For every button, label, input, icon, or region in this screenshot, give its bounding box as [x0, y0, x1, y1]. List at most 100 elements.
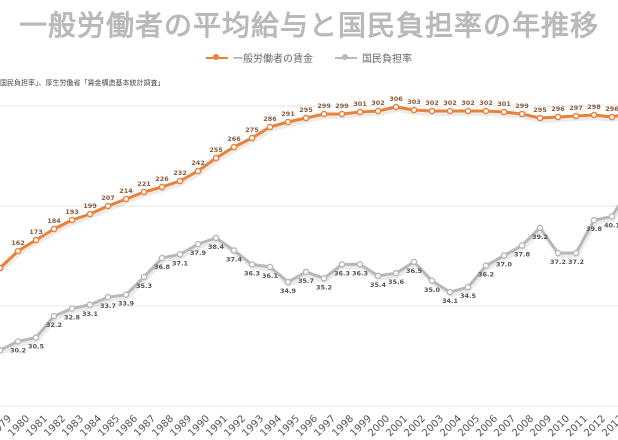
- data-point-burden: [356, 261, 364, 268]
- data-point-burden: [230, 247, 238, 254]
- series-line-burden: [0, 203, 618, 352]
- chart-title: 一般労働者の平均給与と国民負担率の年推移: [18, 9, 599, 42]
- data-point-wage: [86, 210, 94, 218]
- data-label-burden: 39.2: [532, 233, 548, 241]
- data-point-wage: [50, 225, 58, 233]
- series-shadow-wage: [0, 108, 618, 273]
- data-label-wage: 221: [137, 180, 151, 188]
- data-point-burden: [194, 240, 202, 248]
- data-point-burden: [122, 291, 130, 298]
- data-label-burden: 34.1: [442, 297, 459, 305]
- data-label-wage: 255: [209, 146, 223, 154]
- data-label-wage: 306: [389, 95, 403, 103]
- data-point-wage: [482, 107, 490, 115]
- data-label-burden: 38.4: [208, 243, 225, 251]
- data-label-burden: 37.9: [190, 249, 207, 257]
- data-point-burden: [14, 338, 22, 345]
- data-label-wage: 193: [65, 208, 79, 216]
- legend-item-wage[interactable]: 一般労働者の賃金: [206, 50, 313, 65]
- data-label-wage: 302: [371, 99, 385, 107]
- data-point-wage: [230, 143, 238, 151]
- data-point-wage: [122, 195, 130, 203]
- data-point-wage: [428, 107, 436, 115]
- data-point-wage: [176, 177, 184, 185]
- data-point-burden: [50, 312, 58, 320]
- data-point-burden: [374, 272, 382, 280]
- data-point-wage: [446, 107, 454, 115]
- data-point-wage: [554, 113, 562, 121]
- data-label-burden: 37.1: [172, 259, 189, 267]
- data-point-wage: [464, 107, 472, 115]
- data-label-burden: 33.1: [82, 310, 99, 318]
- data-point-burden: [140, 273, 148, 281]
- data-point-wage: [0, 264, 4, 272]
- data-point-burden: [284, 278, 292, 286]
- data-point-burden: [212, 234, 220, 242]
- data-point-wage: [374, 107, 382, 115]
- data-label-burden: 37.2: [568, 258, 584, 266]
- data-point-burden: [500, 252, 508, 259]
- data-label-wage: 207: [101, 194, 115, 202]
- data-point-burden: [392, 269, 400, 277]
- data-label-wage: 295: [533, 106, 547, 114]
- data-point-burden: [482, 262, 490, 269]
- data-label-wage: 199: [83, 202, 97, 210]
- data-label-burden: 35.7: [298, 277, 314, 285]
- data-point-burden: [104, 293, 112, 301]
- series-shadow-burden: [0, 207, 618, 356]
- data-label-wage: 226: [155, 175, 169, 183]
- data-point-wage: [14, 247, 22, 255]
- data-label-burden: 40.1: [604, 221, 618, 229]
- data-point-burden: [518, 242, 526, 249]
- data-point-burden: [320, 274, 328, 282]
- data-point-burden: [158, 254, 166, 262]
- data-label-wage: 302: [443, 99, 457, 107]
- data-label-wage: 302: [479, 99, 493, 107]
- legend-label-wage: 一般労働者の賃金: [233, 54, 313, 65]
- data-label-wage: 275: [245, 126, 259, 134]
- data-point-burden: [410, 258, 418, 266]
- data-point-wage: [518, 110, 526, 118]
- data-point-burden: [266, 263, 274, 271]
- legend: 一般労働者の賃金 国民負担率: [0, 50, 618, 65]
- data-point-wage: [284, 118, 292, 126]
- data-point-burden: [302, 268, 310, 276]
- data-point-wage: [302, 114, 310, 122]
- data-point-wage: [194, 167, 202, 175]
- data-label-burden: 35.6: [388, 278, 405, 286]
- data-label-wage: 301: [353, 100, 367, 108]
- data-point-burden: [68, 305, 76, 312]
- data-label-wage: 298: [587, 103, 601, 111]
- data-point-wage: [32, 236, 40, 244]
- data-label-burden: 32.2: [46, 321, 62, 329]
- data-label-wage: 302: [425, 99, 439, 107]
- data-point-burden: [446, 288, 454, 296]
- data-point-wage: [392, 103, 400, 111]
- data-point-wage: [158, 183, 166, 191]
- data-point-wage: [320, 110, 328, 118]
- data-label-burden: 35.0: [424, 286, 441, 294]
- data-point-wage: [536, 114, 544, 122]
- legend-swatch-burden: [335, 53, 357, 60]
- data-label-wage: 296: [551, 105, 565, 113]
- data-label-burden: 35.2: [316, 283, 332, 291]
- legend-item-burden[interactable]: 国民負担率: [335, 50, 412, 65]
- data-label-burden: 35.3: [136, 282, 152, 290]
- data-point-burden: [338, 261, 346, 268]
- data-label-wage: 266: [227, 135, 241, 143]
- data-label-burden: 34.5: [460, 292, 477, 300]
- data-label-burden: 30.2: [10, 346, 26, 354]
- data-point-burden: [554, 249, 562, 257]
- data-label-wage: 299: [317, 102, 331, 110]
- data-point-wage: [410, 106, 418, 114]
- data-point-burden: [464, 283, 472, 291]
- source-note: 国民負担率」、厚生労働省「賃金構造基本統計調査」: [0, 79, 165, 87]
- data-point-wage: [248, 134, 256, 142]
- data-label-burden: 33.7: [100, 302, 116, 310]
- legend-label-burden: 国民負担率: [362, 54, 412, 65]
- data-label-burden: 36.8: [154, 263, 171, 271]
- data-point-burden: [86, 301, 94, 309]
- data-label-burden: 36.2: [478, 271, 494, 279]
